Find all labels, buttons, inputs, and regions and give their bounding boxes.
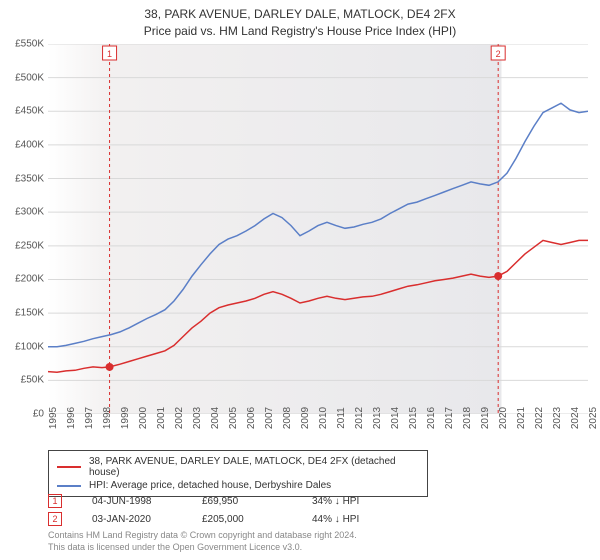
- legend-row-property: 38, PARK AVENUE, DARLEY DALE, MATLOCK, D…: [57, 455, 419, 479]
- event-marker-2: 2: [48, 512, 62, 526]
- event-pct-1: 34% ↓ HPI: [312, 496, 359, 507]
- x-tick-label: 2020: [498, 407, 509, 429]
- chart-title-block: 38, PARK AVENUE, DARLEY DALE, MATLOCK, D…: [0, 0, 600, 40]
- y-tick-label: £450K: [4, 106, 44, 117]
- title-line-2: Price paid vs. HM Land Registry's House …: [0, 23, 600, 40]
- x-tick-label: 2016: [426, 407, 437, 429]
- x-tick-label: 2012: [354, 407, 365, 429]
- y-tick-label: £200K: [4, 274, 44, 285]
- y-tick-label: £300K: [4, 207, 44, 218]
- chart-area: 12 £0£50K£100K£150K£200K£250K£300K£350K£…: [48, 44, 588, 414]
- x-tick-label: 2018: [462, 407, 473, 429]
- svg-text:1: 1: [107, 49, 112, 59]
- x-tick-label: 2011: [336, 407, 347, 429]
- x-tick-label: 1996: [66, 407, 77, 429]
- x-tick-label: 1995: [48, 407, 59, 429]
- title-line-1: 38, PARK AVENUE, DARLEY DALE, MATLOCK, D…: [0, 6, 600, 23]
- x-tick-label: 2017: [444, 407, 455, 429]
- legend-label-hpi: HPI: Average price, detached house, Derb…: [89, 480, 331, 491]
- x-tick-label: 2007: [264, 407, 275, 429]
- x-tick-label: 2004: [210, 407, 221, 429]
- x-tick-label: 2021: [516, 407, 527, 429]
- event-date-2: 03-JAN-2020: [92, 514, 172, 525]
- x-tick-label: 1997: [84, 407, 95, 429]
- y-tick-label: £250K: [4, 240, 44, 251]
- event-row-1: 1 04-JUN-1998 £69,950 34% ↓ HPI: [48, 492, 588, 510]
- x-tick-label: 2014: [390, 407, 401, 429]
- event-date-1: 04-JUN-1998: [92, 496, 172, 507]
- events-block: 1 04-JUN-1998 £69,950 34% ↓ HPI 2 03-JAN…: [48, 492, 588, 528]
- x-tick-label: 2013: [372, 407, 383, 429]
- x-tick-label: 1999: [120, 407, 131, 429]
- y-tick-label: £150K: [4, 308, 44, 319]
- x-tick-label: 2009: [300, 407, 311, 429]
- event-pct-2: 44% ↓ HPI: [312, 514, 359, 525]
- x-tick-label: 2005: [228, 407, 239, 429]
- x-tick-label: 2019: [480, 407, 491, 429]
- footer-line-2: This data is licensed under the Open Gov…: [48, 542, 357, 554]
- y-tick-label: £0: [4, 409, 44, 420]
- event-index-2: 2: [52, 514, 57, 524]
- x-tick-label: 2001: [156, 407, 167, 429]
- x-tick-label: 2000: [138, 407, 149, 429]
- chart-svg: 12: [48, 44, 588, 414]
- x-tick-label: 2015: [408, 407, 419, 429]
- event-price-2: £205,000: [202, 514, 282, 525]
- footer: Contains HM Land Registry data © Crown c…: [48, 530, 357, 553]
- footer-line-1: Contains HM Land Registry data © Crown c…: [48, 530, 357, 542]
- y-tick-label: £100K: [4, 341, 44, 352]
- x-tick-label: 2008: [282, 407, 293, 429]
- y-tick-label: £350K: [4, 173, 44, 184]
- x-tick-label: 2006: [246, 407, 257, 429]
- x-tick-label: 2023: [552, 407, 563, 429]
- x-tick-label: 2025: [588, 407, 599, 429]
- legend-swatch-hpi: [57, 485, 81, 487]
- y-tick-label: £50K: [4, 375, 44, 386]
- y-tick-label: £500K: [4, 72, 44, 83]
- x-tick-label: 2002: [174, 407, 185, 429]
- x-tick-label: 2022: [534, 407, 545, 429]
- event-index-1: 1: [52, 496, 57, 506]
- event-price-1: £69,950: [202, 496, 282, 507]
- event-row-2: 2 03-JAN-2020 £205,000 44% ↓ HPI: [48, 510, 588, 528]
- x-tick-label: 1998: [102, 407, 113, 429]
- y-tick-label: £400K: [4, 139, 44, 150]
- legend-row-hpi: HPI: Average price, detached house, Derb…: [57, 479, 419, 492]
- x-tick-label: 2003: [192, 407, 203, 429]
- svg-text:2: 2: [496, 49, 501, 59]
- event-marker-1: 1: [48, 494, 62, 508]
- y-tick-label: £550K: [4, 39, 44, 50]
- legend-label-property: 38, PARK AVENUE, DARLEY DALE, MATLOCK, D…: [89, 456, 419, 478]
- legend-swatch-property: [57, 466, 81, 468]
- x-tick-label: 2024: [570, 407, 581, 429]
- x-tick-label: 2010: [318, 407, 329, 429]
- legend-box: 38, PARK AVENUE, DARLEY DALE, MATLOCK, D…: [48, 450, 428, 497]
